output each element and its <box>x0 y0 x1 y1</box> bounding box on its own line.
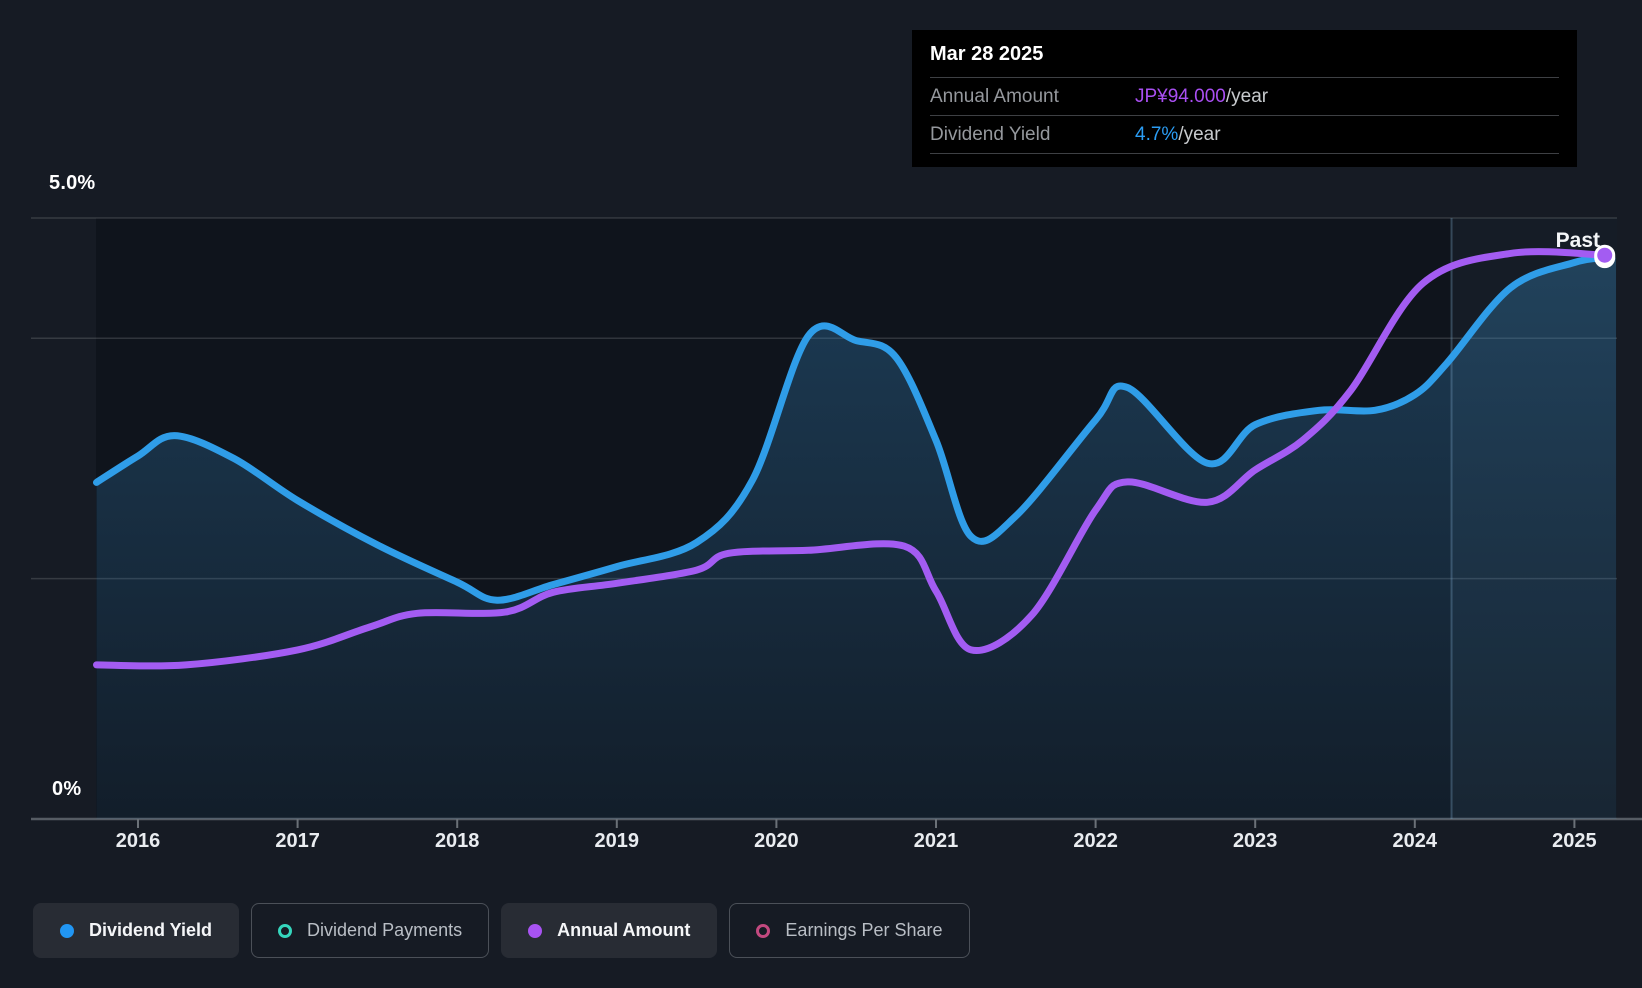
x-axis-label: 2018 <box>434 830 480 852</box>
legend-button-annual-amount[interactable]: Annual Amount <box>501 903 718 958</box>
tooltip-suffix: /year <box>1178 123 1221 145</box>
legend-button-earnings-per-share[interactable]: Earnings Per Share <box>729 903 970 958</box>
legend-button-label: Annual Amount <box>557 920 691 940</box>
tooltip-label: Dividend Yield <box>930 123 1051 145</box>
tooltip-date: Mar 28 2025 <box>930 43 1044 65</box>
series-dot-icon <box>528 923 543 938</box>
x-axis-label: 2022 <box>1073 830 1118 852</box>
tooltip-row-annual-amount: Annual Amount JP¥94.000 /year <box>930 77 1559 115</box>
x-axis-label: 2025 <box>1552 830 1597 852</box>
series-dot-icon <box>60 923 74 938</box>
series-ring-icon <box>756 923 771 938</box>
past-label: Past <box>1555 229 1600 252</box>
legend-button-dividend-payments[interactable]: Dividend Payments <box>251 903 490 958</box>
x-axis-label: 2020 <box>754 830 799 852</box>
tooltip-label: Annual Amount <box>930 85 1059 107</box>
legend-button-dividend-yield[interactable]: Dividend Yield <box>33 903 240 958</box>
y-axis-label-bottom: 0% <box>52 778 82 800</box>
x-axis-label: 2024 <box>1392 830 1438 852</box>
tooltip-value: JP¥94.000 <box>1135 85 1226 107</box>
legend-button-label: Dividend Yield <box>89 920 213 940</box>
series-ring-icon <box>278 923 293 938</box>
chart-tooltip: Mar 28 2025 Annual Amount JP¥94.000 /yea… <box>912 30 1577 167</box>
tooltip-suffix: /year <box>1225 85 1269 107</box>
y-axis-label-top: 5.0% <box>49 172 96 194</box>
tooltip-value: 4.7% <box>1135 123 1179 145</box>
x-axis-label: 2017 <box>275 830 320 852</box>
tooltip-row-dividend-yield: Dividend Yield 4.7% /year <box>930 115 1559 154</box>
x-axis-label: 2016 <box>115 830 161 852</box>
x-axis-label: 2021 <box>913 830 959 852</box>
chart-legend: Dividend Yield Dividend Payments Annual … <box>33 903 970 958</box>
legend-button-label: Earnings Per Share <box>785 920 943 940</box>
x-axis-label: 2019 <box>594 830 640 852</box>
x-axis-label: 2023 <box>1232 830 1278 852</box>
legend-button-label: Dividend Payments <box>307 920 463 940</box>
